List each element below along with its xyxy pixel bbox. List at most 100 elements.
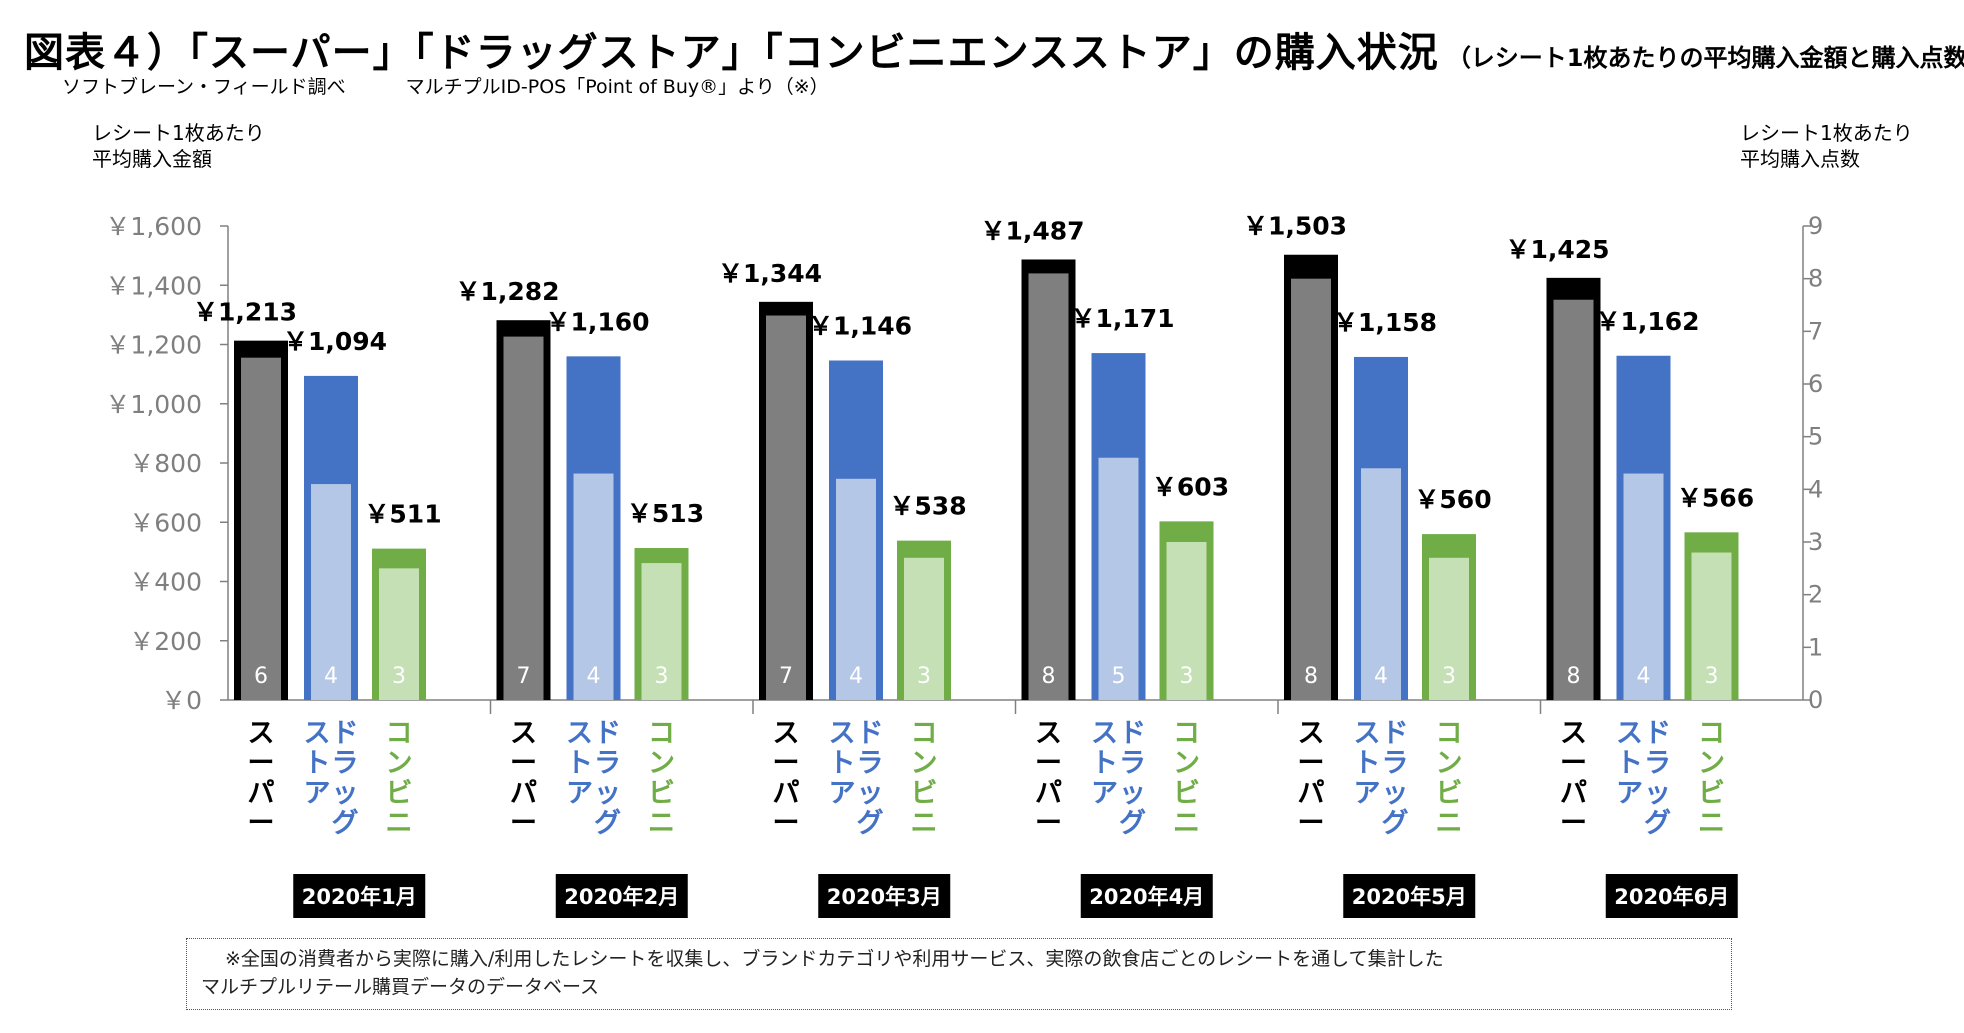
count-data-label: 3 xyxy=(917,664,931,689)
store-label-char: ド xyxy=(1644,718,1671,749)
store-label-char: ス xyxy=(829,718,856,749)
amount-data-label: ￥1,160 xyxy=(545,307,649,336)
bar-count-conv xyxy=(641,563,682,700)
store-label-char: ア xyxy=(1091,778,1118,809)
chart-title: 図表４）「スーパー」「ドラッグストア」「コンビニエンスストア」の購入状況 （レシー… xyxy=(24,20,1964,78)
store-label-char: ア xyxy=(1616,778,1643,809)
right-tick-label: 4 xyxy=(1808,475,1823,503)
count-data-label: 3 xyxy=(1442,664,1456,689)
store-label-char: ビ xyxy=(1698,778,1725,809)
store-label-char: ラ xyxy=(1382,748,1409,779)
store-label-char: ラ xyxy=(594,748,621,779)
bar-count-conv xyxy=(1166,542,1207,700)
store-label-char: パ xyxy=(1560,778,1587,809)
store-label-char: ラ xyxy=(1644,748,1671,779)
right-tick-label: 2 xyxy=(1808,581,1823,609)
store-label-char: ニ xyxy=(1173,808,1200,839)
store-label-char: ー xyxy=(1298,808,1325,839)
source-right: マルチプルID-POS「Point of Buy®」より（※） xyxy=(405,76,829,98)
bar-count-super xyxy=(766,315,806,700)
store-label-char: ビ xyxy=(648,778,675,809)
store-label-char: ビ xyxy=(1173,778,1200,809)
right-tick-label: 3 xyxy=(1808,528,1823,556)
store-label-char: コ xyxy=(911,718,938,749)
footnote-line2: マルチプルリテール購買データのデータベース xyxy=(201,976,600,998)
store-label-char: ッ xyxy=(857,778,884,809)
right-axis-title: レシート1枚あたり 平均購入点数 xyxy=(1740,120,1913,172)
store-label-char: ス xyxy=(1298,718,1325,749)
store-label-char: ー xyxy=(1035,808,1062,839)
store-label-char: ー xyxy=(248,748,275,779)
store-label-char: ー xyxy=(773,808,800,839)
left-axis-title-line2: 平均購入金額 xyxy=(92,147,212,171)
left-tick-label: ￥600 xyxy=(129,508,202,537)
store-label-char: ッ xyxy=(594,778,621,809)
store-label-char: ス xyxy=(248,718,275,749)
period-label: 2020年5月 xyxy=(1352,885,1467,909)
count-data-label: 4 xyxy=(324,664,338,689)
store-label-char: グ xyxy=(857,807,884,839)
amount-data-label: ￥1,158 xyxy=(1333,308,1437,337)
store-label-char: ッ xyxy=(332,778,359,809)
store-label-char: グ xyxy=(1119,807,1146,839)
left-tick-label: ￥1,400 xyxy=(105,271,202,300)
right-tick-label: 0 xyxy=(1808,686,1823,714)
store-label-char: パ xyxy=(1035,778,1062,809)
store-label-char: ト xyxy=(1354,748,1381,779)
bar-count-super xyxy=(503,336,544,700)
store-label-char: ア xyxy=(829,778,856,809)
store-label-char: ー xyxy=(248,808,275,839)
store-label-char: グ xyxy=(1382,807,1409,839)
store-label-char: ー xyxy=(510,748,537,779)
store-label-char: ス xyxy=(1616,718,1643,749)
store-label-char: ン xyxy=(911,748,938,779)
period-box xyxy=(1343,874,1476,918)
left-tick-label: ￥0 xyxy=(161,686,202,715)
store-label-char: ー xyxy=(773,748,800,779)
period-box xyxy=(293,874,426,918)
period-box xyxy=(555,874,688,918)
left-tick-label: ￥1,600 xyxy=(105,212,202,241)
store-label-char: ス xyxy=(510,718,537,749)
bar-count-drug xyxy=(311,484,351,700)
store-label-char: パ xyxy=(510,778,537,809)
count-data-label: 3 xyxy=(655,664,669,689)
store-label-char: ビ xyxy=(1436,778,1463,809)
amount-data-label: ￥1,344 xyxy=(718,259,822,288)
left-tick-label: ￥1,200 xyxy=(105,331,202,360)
store-label-char: ト xyxy=(1091,748,1118,779)
footnote: ※全国の消費者から実際に購入/利用したレシートを収集し、ブランドカテゴリや利用サ… xyxy=(186,938,1732,1010)
amount-data-label: ￥1,487 xyxy=(980,216,1084,245)
count-data-label: 7 xyxy=(517,664,531,689)
amount-data-label: ￥513 xyxy=(627,499,704,528)
store-label-char: グ xyxy=(594,807,621,839)
store-label-char: ニ xyxy=(911,808,938,839)
store-label-char: ド xyxy=(1119,718,1146,749)
store-label-char: グ xyxy=(1644,807,1671,839)
amount-data-label: ￥1,162 xyxy=(1595,307,1699,336)
store-label-char: ニ xyxy=(386,808,413,839)
count-data-label: 6 xyxy=(254,664,268,689)
store-label-char: ト xyxy=(566,748,593,779)
right-tick-label: 7 xyxy=(1808,317,1823,345)
store-label-char: コ xyxy=(386,718,413,749)
count-data-label: 3 xyxy=(1705,664,1719,689)
store-label-char: ー xyxy=(1560,748,1587,779)
left-axis-title-line1: レシート1枚あたり xyxy=(92,121,265,145)
store-label-char: ン xyxy=(386,748,413,779)
source-left: ソフトブレーン・フィールド調べ xyxy=(62,76,346,98)
period-box xyxy=(1605,874,1738,918)
left-tick-label: ￥800 xyxy=(129,449,202,478)
store-label-char: ス xyxy=(1035,718,1062,749)
store-label-char: ビ xyxy=(386,778,413,809)
period-label: 2020年6月 xyxy=(1614,885,1729,909)
store-label-char: ド xyxy=(857,718,884,749)
amount-data-label: ￥1,213 xyxy=(193,298,297,327)
period-box xyxy=(1080,874,1213,918)
store-label-char: コ xyxy=(648,718,675,749)
right-tick-label: 5 xyxy=(1808,423,1823,451)
count-data-label: 8 xyxy=(1567,664,1581,689)
store-label-char: ン xyxy=(1173,748,1200,779)
store-label-char: ー xyxy=(510,808,537,839)
amount-data-label: ￥1,094 xyxy=(283,327,387,356)
